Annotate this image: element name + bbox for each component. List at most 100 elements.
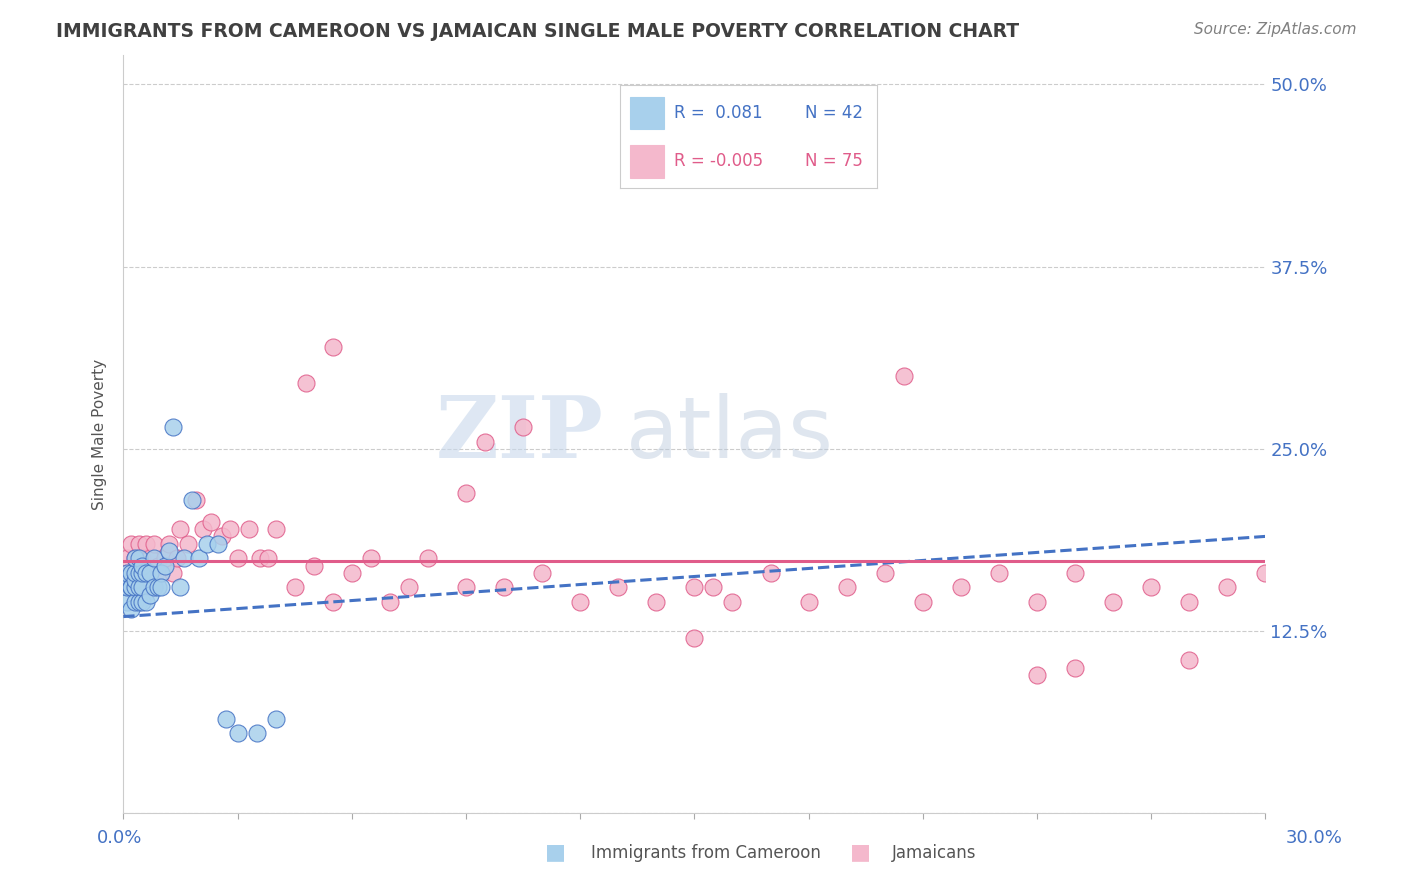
Point — [1140, 581, 1163, 595]
Point — [474, 434, 496, 449]
Point — [177, 537, 200, 551]
Point — [322, 340, 344, 354]
Point — [873, 566, 896, 580]
Point — [1254, 566, 1277, 580]
Point — [131, 558, 153, 573]
Point — [115, 551, 138, 566]
Point — [207, 537, 229, 551]
Text: Immigrants from Cameroon: Immigrants from Cameroon — [591, 844, 820, 862]
Point — [120, 602, 142, 616]
Point — [797, 595, 820, 609]
Point — [120, 581, 142, 595]
Point — [322, 595, 344, 609]
Point — [211, 529, 233, 543]
Point — [512, 420, 534, 434]
Text: ZIP: ZIP — [436, 392, 603, 476]
Y-axis label: Single Male Poverty: Single Male Poverty — [93, 359, 107, 510]
Text: ■: ■ — [851, 842, 870, 862]
Point — [173, 551, 195, 566]
Point — [219, 522, 242, 536]
Point — [135, 566, 157, 580]
Text: IMMIGRANTS FROM CAMEROON VS JAMAICAN SINGLE MALE POVERTY CORRELATION CHART: IMMIGRANTS FROM CAMEROON VS JAMAICAN SIN… — [56, 22, 1019, 41]
Text: ■: ■ — [546, 842, 565, 862]
Point — [120, 581, 142, 595]
Point — [131, 566, 153, 580]
Point — [124, 581, 146, 595]
Point — [139, 588, 162, 602]
Point — [1178, 595, 1201, 609]
Point — [1064, 566, 1087, 580]
Point — [120, 537, 142, 551]
Point — [416, 551, 439, 566]
Text: 0.0%: 0.0% — [97, 829, 142, 847]
Point — [139, 551, 162, 566]
Point — [146, 581, 169, 595]
Point — [569, 595, 592, 609]
Point — [124, 551, 146, 566]
Point — [492, 581, 515, 595]
Point — [180, 492, 202, 507]
Point — [150, 581, 173, 595]
Point — [142, 551, 165, 566]
Point — [124, 566, 146, 580]
Point — [169, 522, 191, 536]
Text: atlas: atlas — [626, 392, 834, 475]
Point — [153, 558, 176, 573]
Point — [721, 595, 744, 609]
Point — [131, 566, 153, 580]
Point — [184, 492, 207, 507]
Point — [893, 368, 915, 383]
Point — [153, 551, 176, 566]
Point — [128, 551, 150, 566]
Point — [128, 595, 150, 609]
Point — [215, 712, 238, 726]
Point — [295, 376, 318, 391]
Point — [238, 522, 260, 536]
Point — [188, 551, 211, 566]
Point — [702, 581, 724, 595]
Point — [264, 522, 287, 536]
Point — [249, 551, 271, 566]
Point — [257, 551, 280, 566]
Point — [454, 581, 477, 595]
Point — [1064, 660, 1087, 674]
Point — [1102, 595, 1125, 609]
Point — [759, 566, 782, 580]
Point — [124, 573, 146, 587]
Point — [131, 581, 153, 595]
Point — [162, 420, 184, 434]
Text: Source: ZipAtlas.com: Source: ZipAtlas.com — [1194, 22, 1357, 37]
Point — [150, 566, 173, 580]
Point — [124, 551, 146, 566]
Point — [1026, 595, 1049, 609]
Point — [302, 558, 325, 573]
Point — [398, 581, 420, 595]
Point — [115, 566, 138, 580]
Point — [195, 537, 218, 551]
Point — [128, 581, 150, 595]
Point — [988, 566, 1011, 580]
Point — [128, 581, 150, 595]
Point — [378, 595, 401, 609]
Point — [115, 566, 138, 580]
Point — [120, 566, 142, 580]
Point — [949, 581, 972, 595]
Point — [835, 581, 858, 595]
Point — [360, 551, 382, 566]
Point — [683, 581, 706, 595]
Point — [150, 566, 173, 580]
Point — [169, 581, 191, 595]
Point — [142, 581, 165, 595]
Point — [115, 581, 138, 595]
Point — [135, 595, 157, 609]
Point — [340, 566, 363, 580]
Point — [162, 566, 184, 580]
Point — [135, 581, 157, 595]
Point — [284, 581, 307, 595]
Point — [1216, 581, 1239, 595]
Point — [645, 595, 668, 609]
Point — [1026, 668, 1049, 682]
Point — [607, 581, 630, 595]
Point — [200, 515, 222, 529]
Point — [146, 558, 169, 573]
